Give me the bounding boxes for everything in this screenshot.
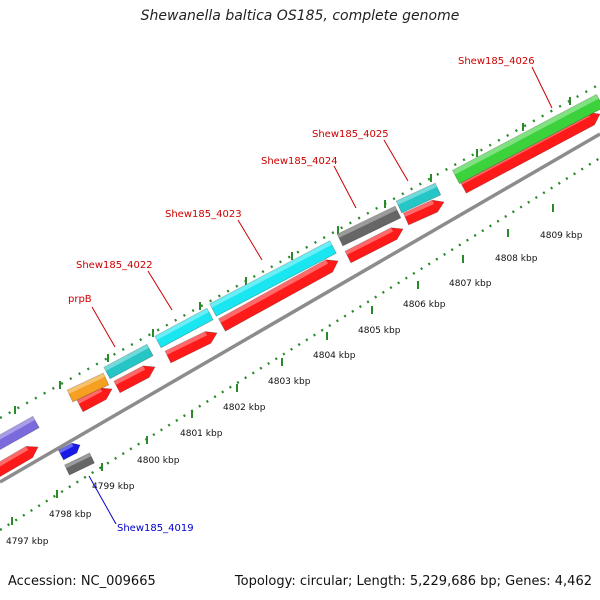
gene-label[interactable]: Shew185_4022	[76, 260, 153, 271]
scale-ruler-minor-ticks	[0, 156, 600, 532]
scale-kbp-label: 4809 kbp	[540, 231, 583, 241]
gene-features	[0, 93, 600, 479]
cds-feature	[395, 182, 442, 214]
scale-kbp-label: 4801 kbp	[180, 429, 223, 439]
scale-kbp-label: 4797 kbp	[6, 537, 49, 547]
cds-feature	[0, 415, 40, 452]
scale-kbp-label: 4798 kbp	[49, 510, 92, 520]
strand-feature-arrow	[164, 331, 218, 364]
cds-feature	[103, 343, 154, 380]
label-pointer-line	[531, 66, 553, 109]
scale-kbp-label: 4802 kbp	[223, 403, 266, 413]
genome-backbone	[0, 132, 600, 484]
label-pointer-line	[91, 306, 116, 348]
strand-feature-arrow	[402, 199, 445, 226]
gene-label[interactable]: Shew185_4025	[312, 129, 389, 140]
scale-kbp-label: 4804 kbp	[313, 351, 356, 361]
label-pointer-lines	[88, 66, 553, 525]
cds-feature	[66, 372, 110, 403]
label-pointer-line	[383, 139, 409, 182]
strand-feature-arrow	[113, 365, 156, 394]
reverse-feature	[64, 452, 95, 476]
cds-feature	[209, 240, 337, 317]
gene-label[interactable]: Shew185_4024	[261, 156, 338, 167]
label-pointer-line	[237, 219, 263, 261]
gene-label[interactable]: Shew185_4023	[165, 209, 242, 220]
accession-text: Accession: NC_009665	[8, 574, 156, 589]
reverse-feature-arrow	[57, 442, 81, 461]
scale-kbp-label: 4805 kbp	[358, 326, 401, 336]
strand-feature-arrow	[218, 259, 339, 332]
cds-feature	[451, 93, 600, 185]
cds-feature	[336, 205, 402, 247]
scale-ruler-major-ticks	[11, 204, 554, 525]
map-title: Shewanella baltica OS185, complete genom…	[140, 8, 460, 24]
scale-kbp-label: 4808 kbp	[495, 254, 538, 264]
scale-kbp-label: 4799 kbp	[92, 482, 135, 492]
scale-ruler-labels: 4797 kbp 4798 kbp 4799 kbp 4800 kbp 4801 kbp…	[6, 231, 583, 547]
outer-ruler-minor-ticks	[0, 82, 600, 420]
scale-kbp-label: 4800 kbp	[137, 456, 180, 466]
gene-label[interactable]: prpB	[68, 294, 92, 305]
scale-kbp-label: 4806 kbp	[403, 300, 446, 310]
label-pointer-line	[88, 475, 117, 525]
strand-feature-arrow	[344, 227, 404, 264]
gene-label[interactable]: Shew185_4019	[117, 523, 194, 534]
gene-labels: Shew185_4026 Shew185_4025 Shew185_4024 Shew…	[68, 56, 535, 534]
label-pointer-line	[333, 165, 357, 209]
topology-text: Topology: circular; Length: 5,229,686 bp…	[234, 574, 592, 589]
gene-label[interactable]: Shew185_4026	[458, 56, 535, 67]
outer-ruler-major-ticks	[14, 97, 571, 414]
scale-kbp-label: 4807 kbp	[449, 279, 492, 289]
label-pointer-line	[147, 270, 173, 311]
strand-feature-arrow	[0, 446, 39, 479]
scale-kbp-label: 4803 kbp	[268, 377, 311, 387]
cds-feature	[154, 307, 214, 349]
